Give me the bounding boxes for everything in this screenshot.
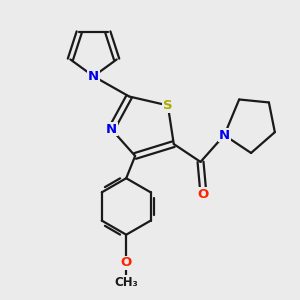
Text: N: N bbox=[88, 70, 99, 83]
Text: N: N bbox=[219, 129, 230, 142]
Text: CH₃: CH₃ bbox=[114, 276, 138, 289]
Text: N: N bbox=[106, 123, 117, 136]
Text: S: S bbox=[163, 99, 172, 112]
Text: O: O bbox=[198, 188, 209, 201]
Text: O: O bbox=[121, 256, 132, 269]
